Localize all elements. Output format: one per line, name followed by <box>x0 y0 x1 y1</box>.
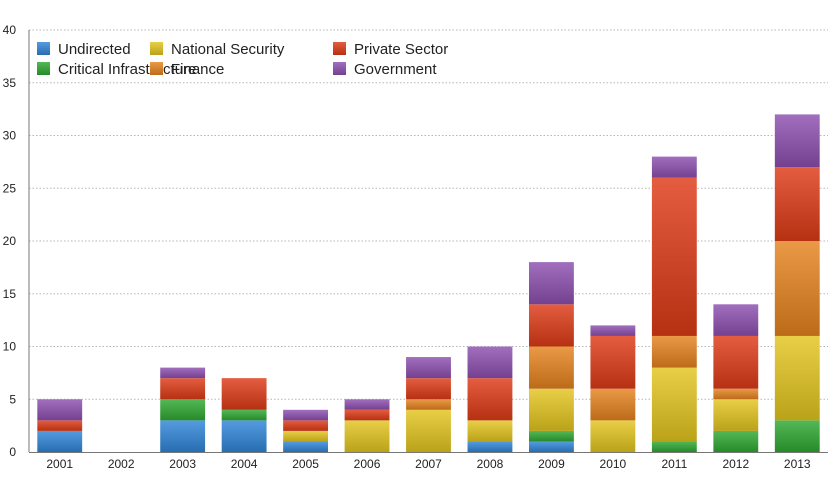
y-tick-label: 5 <box>9 392 16 406</box>
y-tick-label: 35 <box>3 76 17 90</box>
legend-swatch <box>333 42 346 55</box>
bar-segment-2009-private-sector <box>528 304 574 347</box>
x-tick-label: 2005 <box>292 457 319 471</box>
bar-segment-2007-national-security <box>406 409 451 452</box>
x-tick-label: 2008 <box>477 457 504 471</box>
legend-swatch <box>150 62 163 75</box>
bar-segment-2011-critical-infrastructure <box>651 441 697 452</box>
bar-segment-2003-government <box>160 367 206 379</box>
bar-segment-2009-undirected <box>528 441 574 452</box>
bar-segment-2013-finance <box>774 241 820 336</box>
bar-segment-2001-private-sector <box>37 420 83 431</box>
bar-segment-2006-national-security <box>344 420 390 452</box>
bars <box>37 114 820 452</box>
bar-segment-2008-private-sector <box>467 378 513 421</box>
bar-segment-2013-government <box>774 114 820 168</box>
bar-segment-2011-government <box>651 156 697 178</box>
bar-segment-2005-government <box>283 409 329 421</box>
bar-segment-2003-undirected <box>160 420 206 452</box>
legend-swatch <box>37 62 50 75</box>
bar-segment-2006-government <box>344 399 390 410</box>
bar-segment-2010-private-sector <box>590 335 636 389</box>
bar-segment-2008-national-security <box>467 420 513 442</box>
x-tick-label: 2012 <box>722 457 749 471</box>
x-tick-label: 2001 <box>46 457 73 471</box>
bar-segment-2006-private-sector <box>344 409 390 421</box>
y-tick-label: 20 <box>3 234 17 248</box>
bar-segment-2005-private-sector <box>283 420 329 431</box>
x-tick-label: 2002 <box>108 457 135 471</box>
bar-segment-2009-national-security <box>528 388 574 431</box>
y-tick-label: 40 <box>3 23 17 37</box>
bar-segment-2007-government <box>406 357 451 379</box>
bar-segment-2012-critical-infrastructure <box>713 430 759 452</box>
bar-segment-2005-undirected <box>283 441 329 452</box>
legend-label: Undirected <box>58 41 131 58</box>
bar-segment-2003-critical-infrastructure <box>160 399 206 421</box>
bar-segment-2009-finance <box>528 346 574 389</box>
bar-segment-2001-undirected <box>37 430 83 452</box>
x-tick-label: 2007 <box>415 457 442 471</box>
bar-segment-2009-government <box>528 262 574 305</box>
axes: 0 5 10 15 20 25 30 35 40 2001 2002 2003 2004 2005 2006… <box>3 23 828 471</box>
x-tick-label: 2009 <box>538 457 565 471</box>
legend-swatch <box>150 42 163 55</box>
bar-segment-2004-private-sector <box>221 378 267 410</box>
bar-segment-2013-national-security <box>774 335 820 421</box>
bar-segment-2011-finance <box>651 335 697 368</box>
bar-segment-2004-undirected <box>221 420 267 452</box>
bar-segment-2012-national-security <box>713 399 759 431</box>
bar-segment-2009-critical-infrastructure <box>528 430 574 442</box>
bar-segment-2008-undirected <box>467 441 513 452</box>
x-tick-label: 2003 <box>169 457 196 471</box>
bar-segment-2013-critical-infrastructure <box>774 420 820 452</box>
x-tick-label: 2004 <box>231 457 258 471</box>
legend-swatch <box>37 42 50 55</box>
x-tick-label: 2010 <box>600 457 627 471</box>
bar-segment-2007-finance <box>406 399 451 410</box>
bar-segment-2004-critical-infrastructure <box>221 409 267 421</box>
bar-segment-2003-private-sector <box>160 378 206 400</box>
x-tick-label: 2011 <box>661 457 687 471</box>
x-tick-label: 2013 <box>784 457 811 471</box>
bar-segment-2007-private-sector <box>406 378 451 400</box>
bar-segment-2010-government <box>590 325 636 336</box>
legend-label: National Security <box>171 41 285 58</box>
legend-label: Government <box>354 61 437 78</box>
y-tick-label: 10 <box>3 340 17 354</box>
bar-segment-2010-national-security <box>590 420 636 452</box>
gridlines <box>29 29 828 400</box>
y-tick-label: 0 <box>9 445 16 459</box>
bar-segment-2008-government <box>467 346 513 379</box>
y-tick-label: 30 <box>3 129 17 143</box>
bar-segment-2001-government <box>37 399 83 421</box>
bar-segment-2013-private-sector <box>774 167 820 241</box>
legend-label: Finance <box>171 61 224 78</box>
y-tick-label: 15 <box>3 287 17 301</box>
x-tick-label: 2006 <box>354 457 381 471</box>
bar-segment-2012-government <box>713 304 759 336</box>
legend-label: Private Sector <box>354 41 448 58</box>
bar-segment-2005-national-security <box>283 430 329 442</box>
y-tick-label: 25 <box>3 181 17 195</box>
bar-segment-2011-private-sector <box>651 177 697 336</box>
bar-segment-2010-finance <box>590 388 636 421</box>
bar-segment-2012-private-sector <box>713 335 759 389</box>
bar-segment-2012-finance <box>713 388 759 400</box>
legend-swatch <box>333 62 346 75</box>
bar-segment-2011-national-security <box>651 367 697 442</box>
